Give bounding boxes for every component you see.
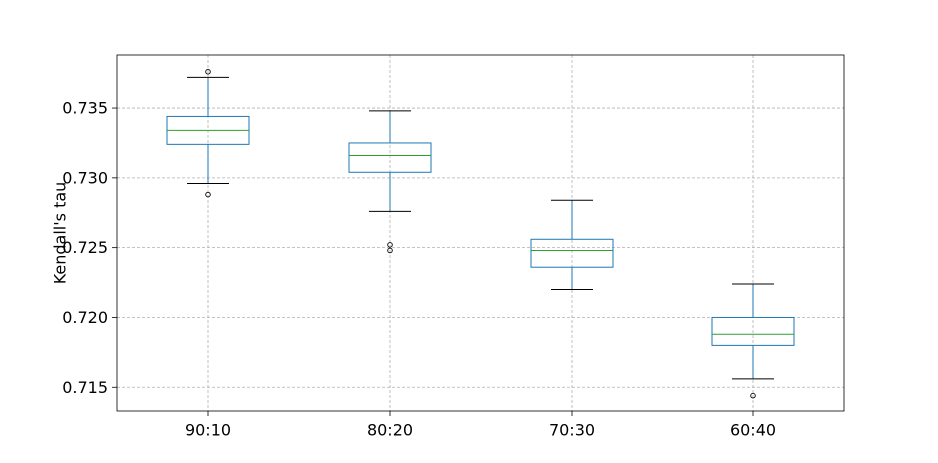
y-tick-label: 0.725 bbox=[62, 238, 108, 257]
y-tick-label: 0.715 bbox=[62, 378, 108, 397]
outlier-point bbox=[205, 191, 211, 198]
box-iqr bbox=[711, 316, 795, 346]
box-80-20 bbox=[348, 110, 432, 254]
axes: 0.715 0.720 0.725 0.730 0.735 90:10 80:20 70:30… bbox=[62, 99, 776, 440]
x-tick-label: 80:20 bbox=[367, 421, 413, 440]
y-axis-label: Kendall's tau bbox=[51, 182, 70, 285]
x-tick-label: 70:30 bbox=[549, 421, 595, 440]
x-tick-label: 60:40 bbox=[730, 421, 776, 440]
box-iqr bbox=[348, 142, 432, 173]
box-iqr bbox=[530, 238, 614, 268]
box-plot-series bbox=[166, 69, 795, 399]
grid-lines bbox=[117, 55, 844, 411]
y-tick-label: 0.720 bbox=[62, 308, 108, 327]
outlier-point bbox=[750, 392, 756, 399]
box-90-10 bbox=[166, 69, 250, 198]
outlier-point bbox=[387, 247, 393, 254]
y-tick-label: 0.735 bbox=[62, 99, 108, 118]
plot-frame bbox=[116, 54, 845, 412]
x-tick-label: 90:10 bbox=[185, 421, 231, 440]
outlier-point bbox=[205, 69, 211, 75]
outlier-point bbox=[387, 242, 393, 248]
y-tick-label: 0.730 bbox=[62, 168, 108, 187]
box-70-30 bbox=[530, 199, 614, 291]
box-60-40 bbox=[711, 283, 795, 399]
